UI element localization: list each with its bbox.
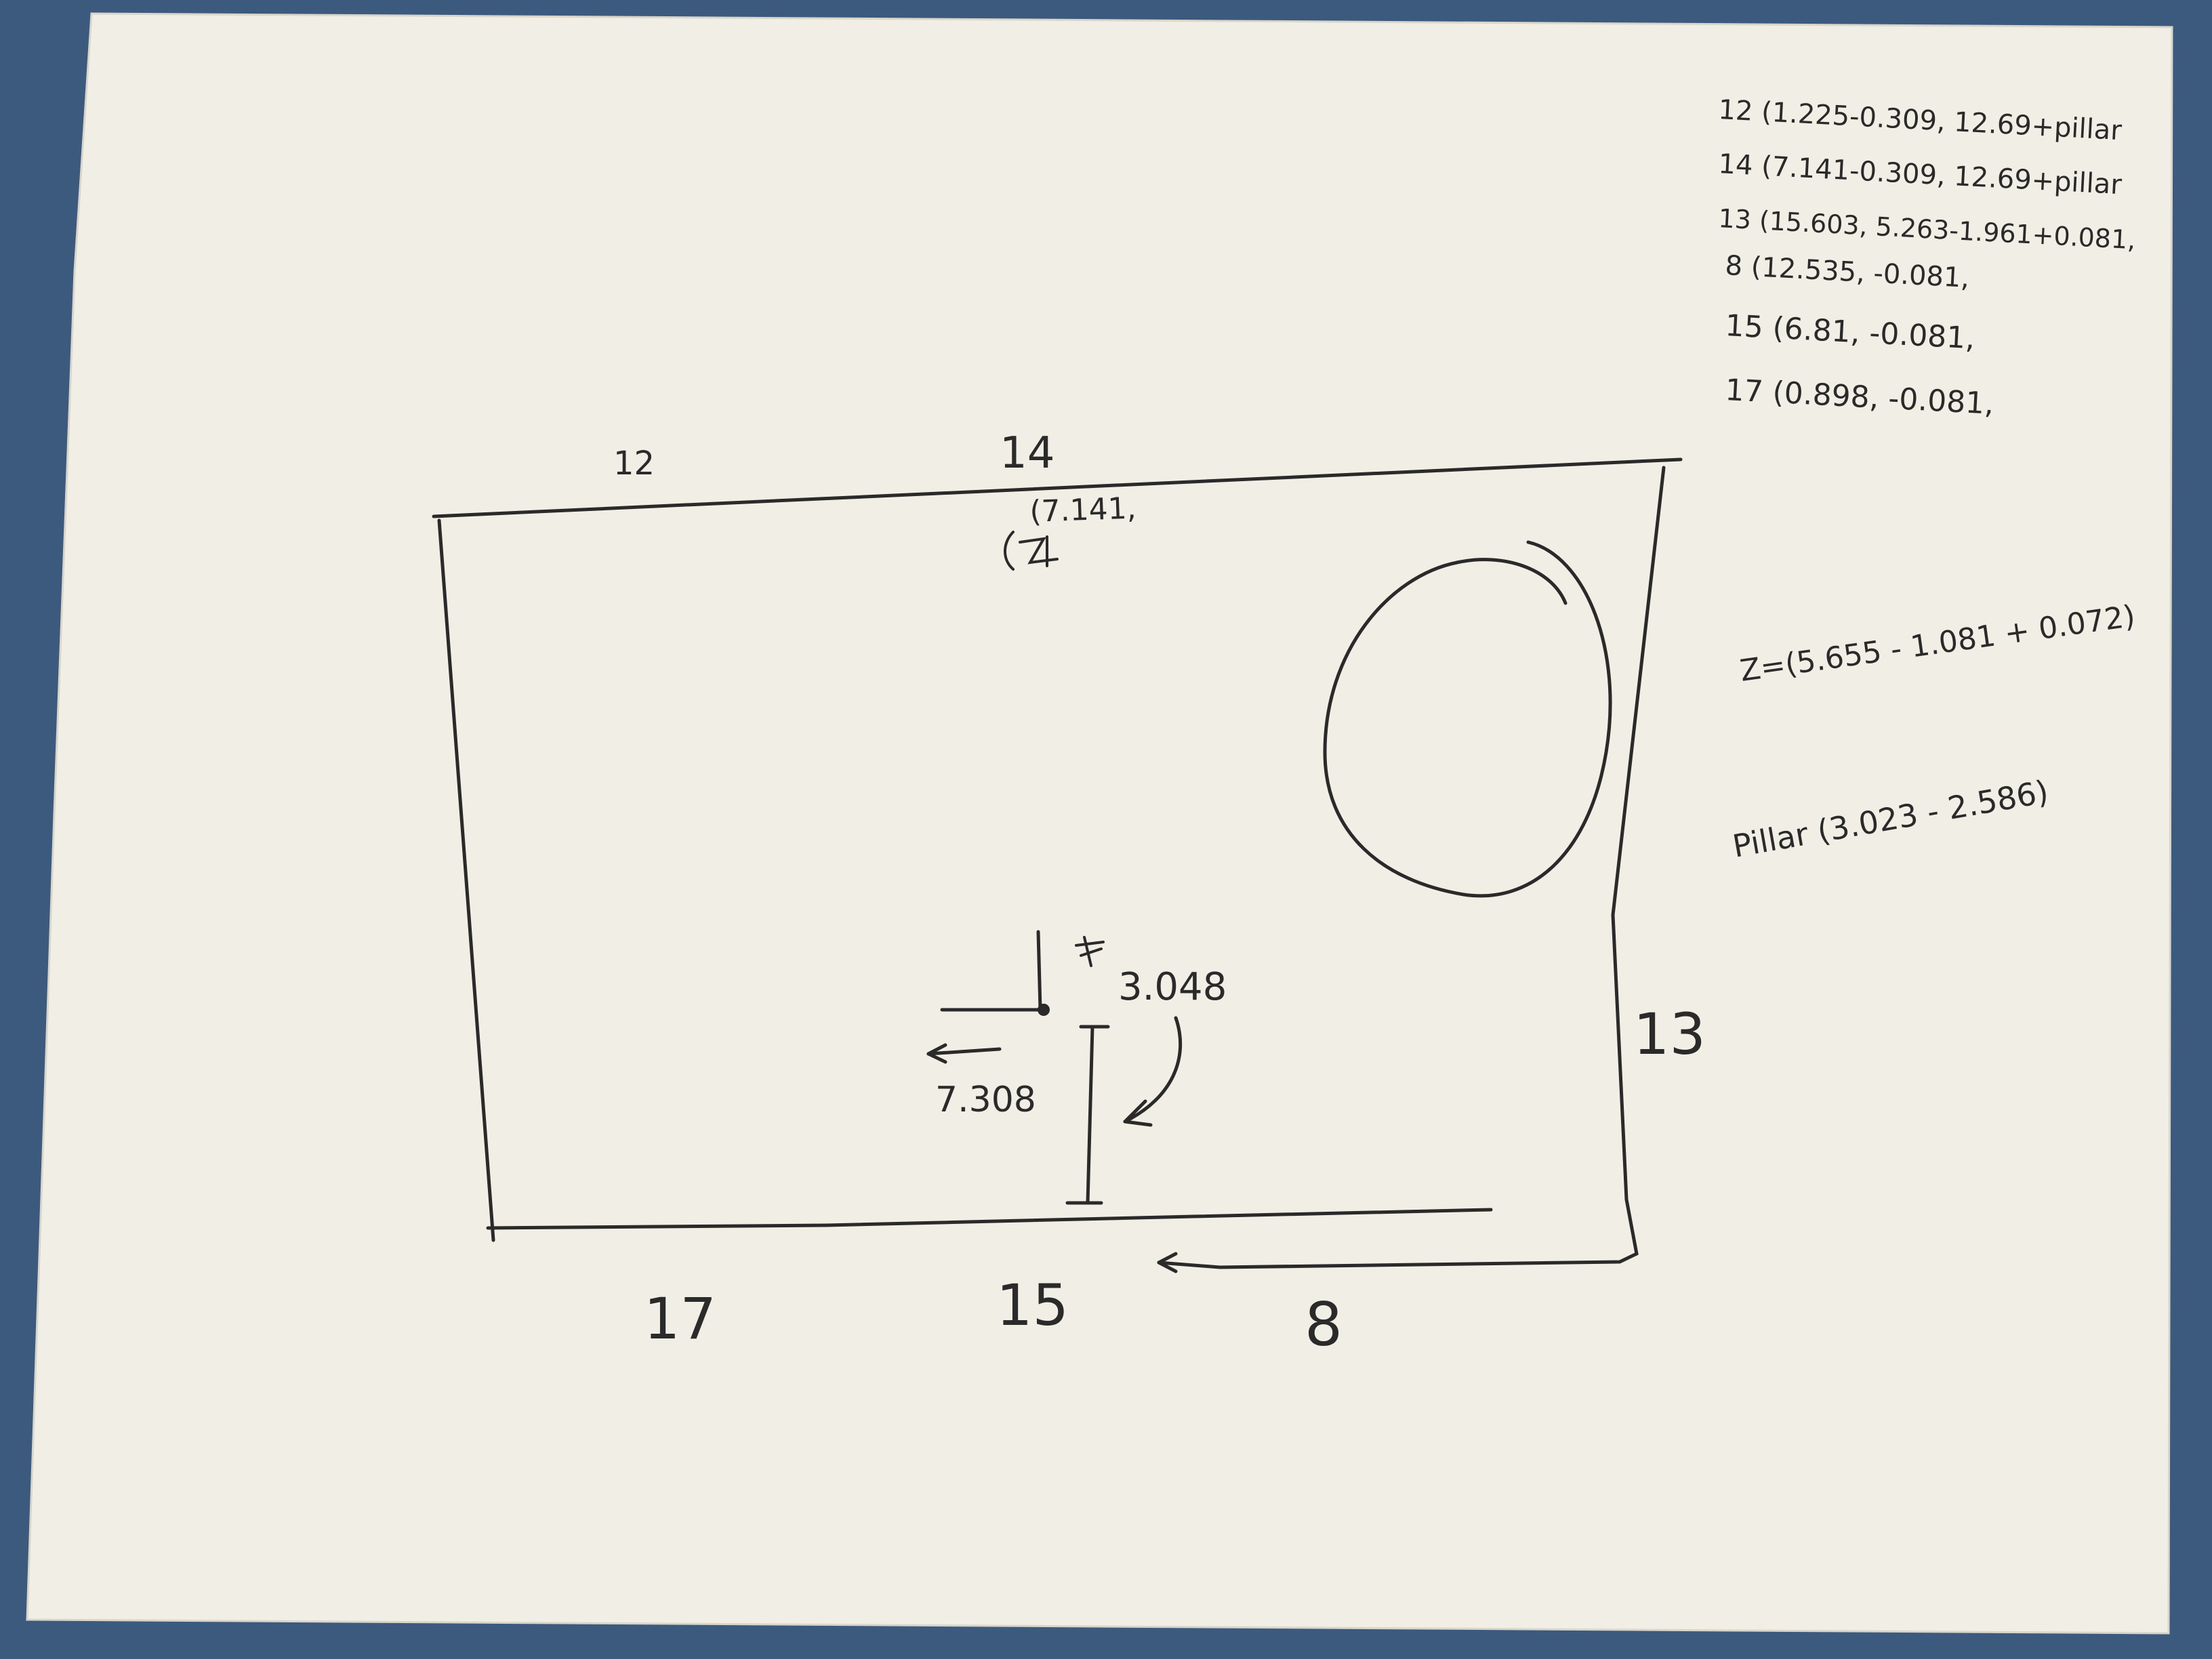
- edge-8-arrow: [1157, 1197, 1639, 1273]
- label-17-bottom: 17: [644, 1286, 716, 1352]
- scribble-mark: [1004, 531, 1059, 571]
- dim-vertical-value: 3.048: [1118, 965, 1227, 1009]
- pillar-oval: [1323, 540, 1612, 898]
- left-arrow: [926, 1043, 1002, 1064]
- label-8-bottom: 8: [1305, 1290, 1343, 1359]
- origin-dot: [1038, 1004, 1050, 1016]
- dim-horizontal-value: 7.308: [935, 1080, 1036, 1120]
- label-13-right: 13: [1633, 1001, 1706, 1067]
- vertical-dimension: [1065, 1025, 1110, 1205]
- asterisk-mark: [1075, 936, 1105, 967]
- curved-arrow: [1123, 1016, 1183, 1127]
- label-14-top: 14: [1000, 428, 1054, 478]
- origin-marker: [940, 930, 1042, 1012]
- label-15-bottom: 15: [996, 1272, 1069, 1338]
- room-outline: [432, 457, 1683, 1242]
- label-12-top: 12: [613, 445, 655, 483]
- label-14-coord: (7.141,: [1029, 491, 1137, 529]
